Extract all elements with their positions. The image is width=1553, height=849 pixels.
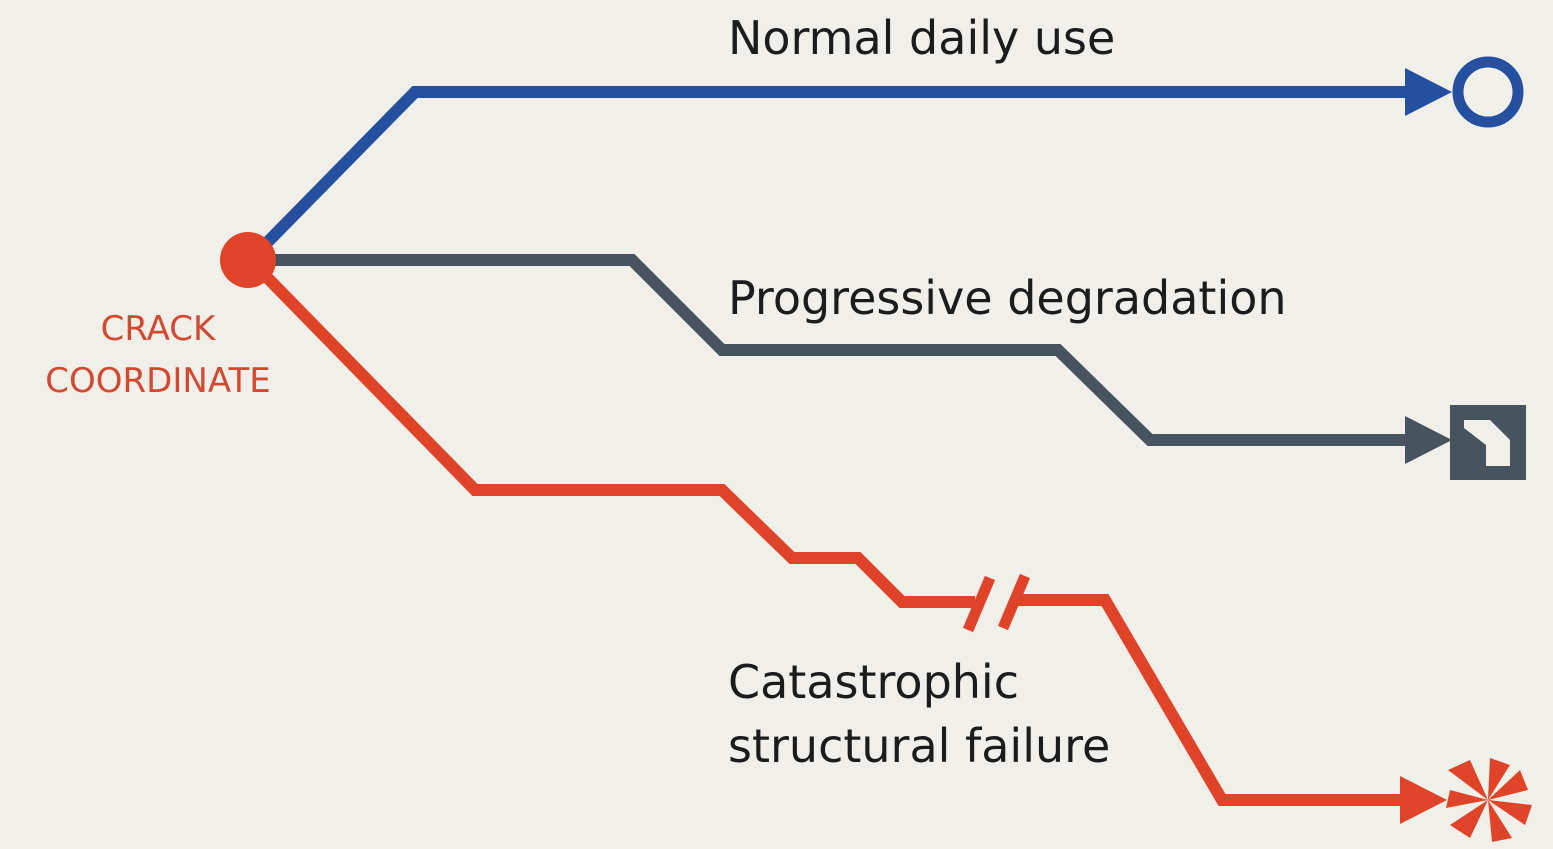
break-mark [997,573,1031,631]
path-failure [245,255,975,608]
end-burst [1446,758,1532,842]
origin-label: COORDINATE [45,361,270,401]
end-square-glyph [1464,420,1510,466]
origin-label: CRACK [101,309,217,349]
path-label: Progressive degradation [728,271,1287,325]
path-label: Normal daily use [728,11,1115,65]
arrow-head [1405,68,1452,116]
path-label: structural failure [728,719,1110,773]
break-mark [962,575,996,633]
arrow-head [1405,416,1452,464]
path-failure [1012,594,1410,806]
path-normal [245,86,1415,265]
path-label: Catastrophic [728,655,1019,709]
path-degradation [250,254,1415,446]
arrow-head [1400,776,1447,824]
end-circle [1452,56,1524,128]
origin-node [220,232,276,288]
